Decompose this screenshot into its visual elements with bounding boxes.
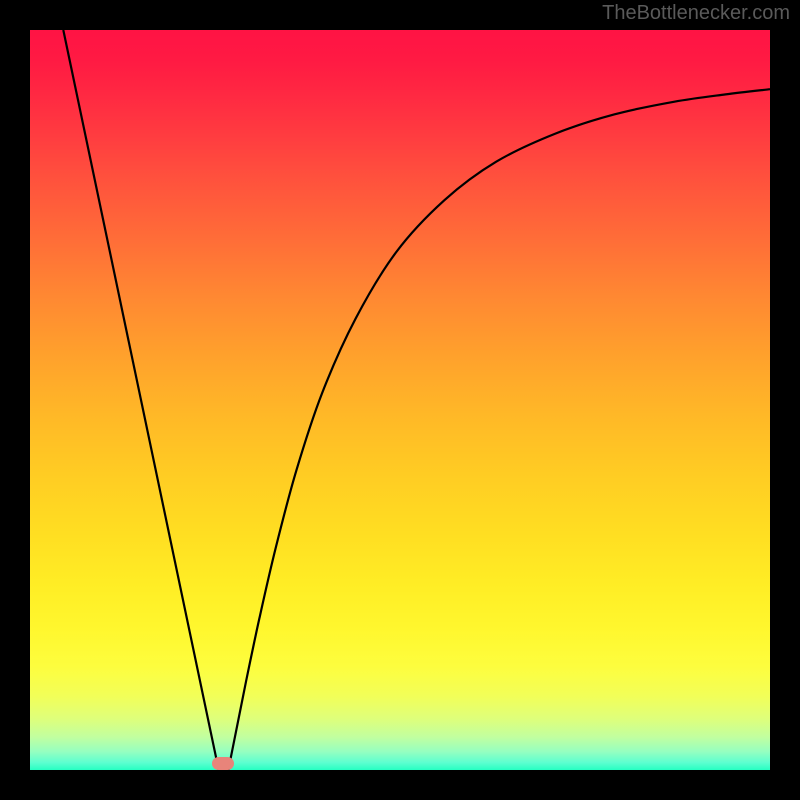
plot-area [30,30,770,770]
chart-container: TheBottlenecker.com [0,0,800,800]
curve-layer [30,30,770,770]
optimal-point-marker [212,757,234,770]
bottleneck-curve-right [228,89,770,770]
watermark-text: TheBottlenecker.com [602,2,790,25]
bottleneck-curve-left [63,30,218,770]
